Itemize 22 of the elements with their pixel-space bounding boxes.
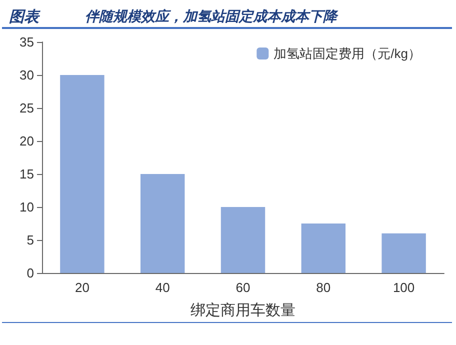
x-tick-label: 40 <box>155 280 170 295</box>
bar <box>382 233 426 273</box>
y-tick-label: 25 <box>20 100 34 116</box>
x-tick-label: 20 <box>74 280 90 295</box>
x-tick-label: 60 <box>236 280 250 295</box>
y-tick-label: 30 <box>20 68 34 82</box>
bar <box>301 224 346 273</box>
bar <box>60 75 104 273</box>
y-tick-label: 20 <box>20 134 34 148</box>
y-tick-label: 0 <box>26 266 34 280</box>
bar <box>220 207 266 273</box>
x-tick-label: 100 <box>392 280 415 295</box>
chart-title: 图表 <box>9 8 41 26</box>
x-axis-title: 绑定商用车数量 <box>190 302 296 319</box>
y-tick-label: 15 <box>20 166 34 182</box>
y-tick-label: 10 <box>20 200 34 214</box>
bar <box>140 174 185 273</box>
legend-label: 加氢站固定费用（元/kg） <box>274 46 421 61</box>
y-tick-label: 35 <box>20 34 34 50</box>
chart-subtitle: 伴随规模效应，加氢站固定成本成本下降 <box>85 8 339 25</box>
y-tick-label: 5 <box>26 232 34 248</box>
x-tick-label: 80 <box>316 280 331 295</box>
